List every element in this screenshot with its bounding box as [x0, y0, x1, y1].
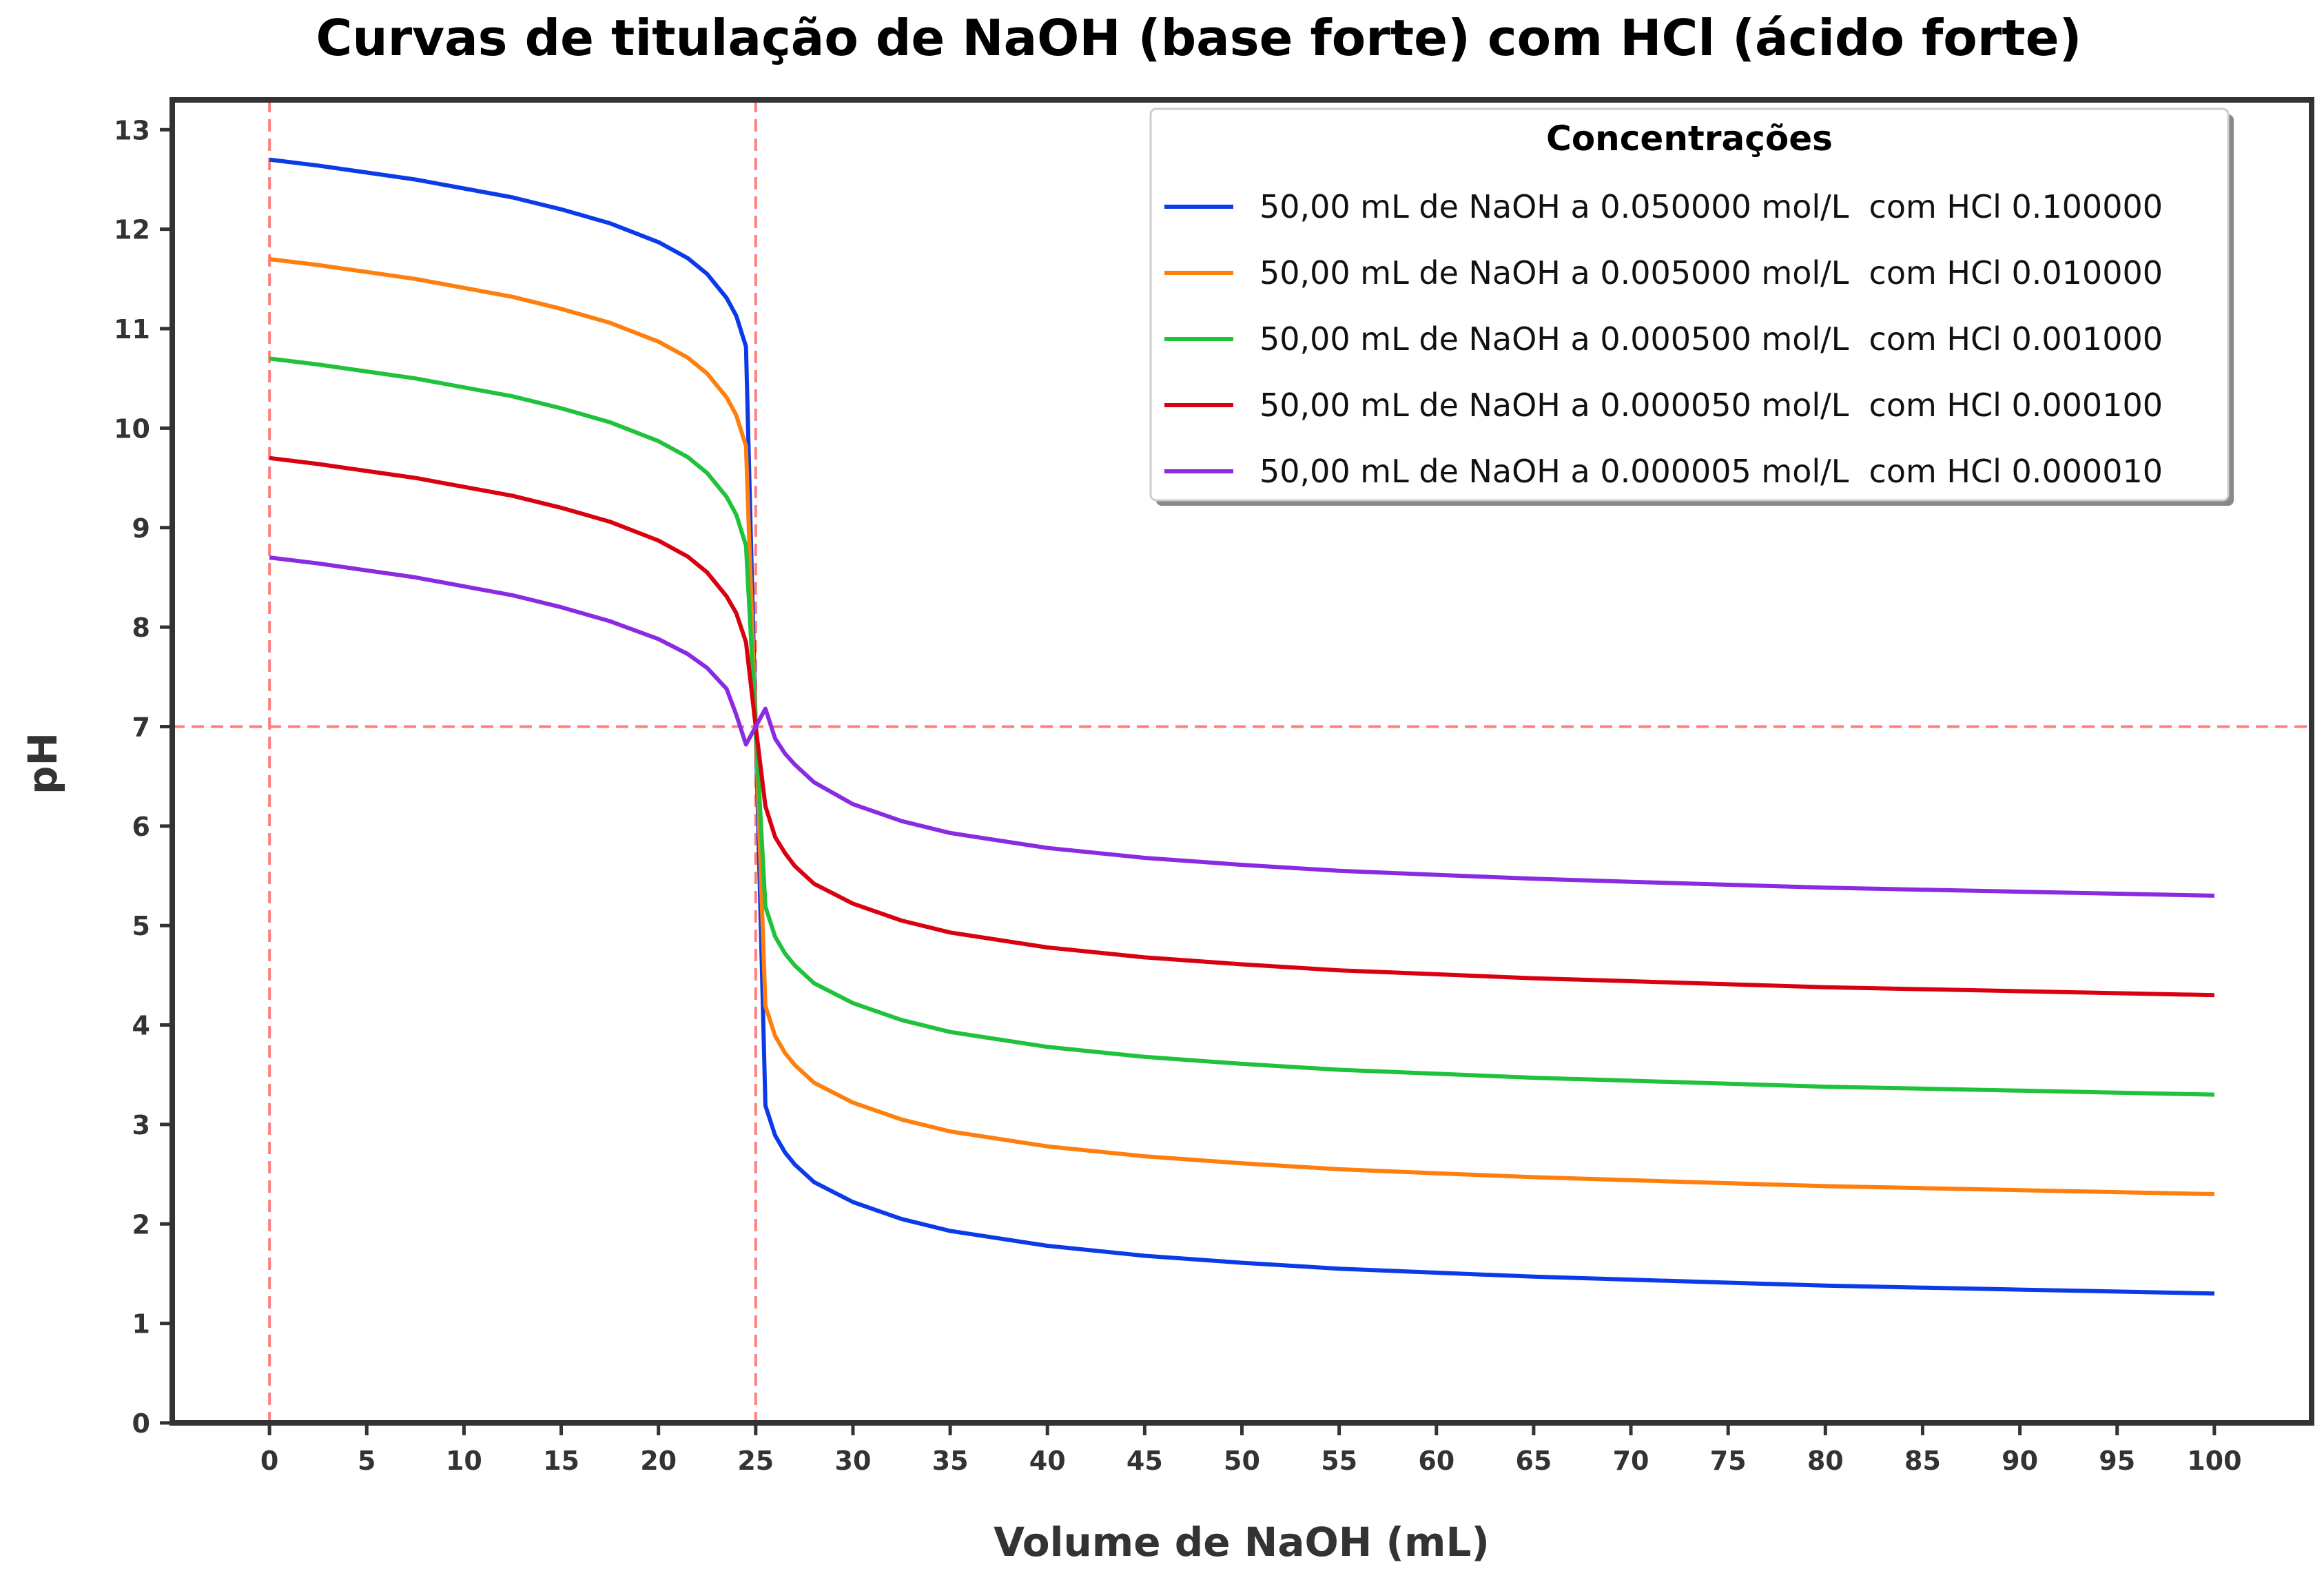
legend-label-1: 50,00 mL de NaOH a 0.050000 mol/L com HC…: [1259, 188, 2163, 225]
x-axis-ticks: 0 5 10 15 20 25 30 35 40 45 50 55 60 65 70 75 80 85 90 95 10…: [260, 1423, 2242, 1476]
y-tick-label: 10: [114, 413, 150, 444]
chart-title: Curvas de titulação de NaOH (base forte)…: [316, 9, 2082, 67]
x-tick-label: 100: [2187, 1446, 2241, 1476]
x-axis-label: Volume de NaOH (mL): [994, 1519, 1490, 1566]
legend-box: [1149, 107, 2230, 502]
legend-label-5: 50,00 mL de NaOH a 0.000005 mol/L com HC…: [1259, 453, 2163, 490]
series-line-1: [269, 157, 2214, 1296]
series-line-4: [269, 455, 2214, 998]
x-tick-label: 70: [1613, 1446, 1649, 1476]
legend: Concentrações 50,00 mL de NaOH a 0.05000…: [1149, 107, 2234, 506]
x-tick-label: 25: [737, 1446, 774, 1476]
x-tick-label: 35: [932, 1446, 969, 1476]
series-line-2: [269, 257, 2214, 1196]
x-tick-label: 40: [1029, 1446, 1066, 1476]
y-tick-label: 7: [132, 712, 150, 742]
x-tick-label: 45: [1127, 1446, 1163, 1476]
y-tick-label: 8: [132, 613, 150, 643]
legend-entries: 50,00 mL de NaOH a 0.050000 mol/L com HC…: [1164, 188, 2163, 490]
x-tick-label: 15: [543, 1446, 579, 1476]
x-tick-label: 85: [1904, 1446, 1941, 1476]
series-line-3: [269, 356, 2214, 1097]
y-tick-label: 1: [132, 1309, 150, 1340]
x-tick-label: 0: [260, 1446, 278, 1476]
x-tick-label: 75: [1710, 1446, 1747, 1476]
x-tick-label: 20: [640, 1446, 677, 1476]
y-tick-label: 2: [132, 1209, 150, 1240]
y-tick-label: 12: [114, 215, 150, 245]
y-tick-label: 13: [114, 115, 150, 145]
y-tick-label: 3: [132, 1110, 150, 1140]
x-tick-label: 80: [1807, 1446, 1844, 1476]
y-tick-label: 9: [132, 513, 150, 544]
y-tick-label: 6: [132, 812, 150, 842]
x-tick-label: 55: [1321, 1446, 1357, 1476]
legend-label-2: 50,00 mL de NaOH a 0.005000 mol/L com HC…: [1259, 254, 2163, 291]
x-tick-label: 90: [2002, 1446, 2038, 1476]
x-tick-label: 5: [358, 1446, 376, 1476]
series-lines: [269, 157, 2214, 1296]
x-tick-label: 95: [2099, 1446, 2135, 1476]
y-tick-label: 5: [132, 911, 150, 941]
x-tick-label: 60: [1418, 1446, 1454, 1476]
x-tick-label: 50: [1224, 1446, 1260, 1476]
series-line-5: [269, 555, 2214, 898]
x-tick-label: 65: [1515, 1446, 1552, 1476]
legend-label-4: 50,00 mL de NaOH a 0.000050 mol/L com HC…: [1259, 387, 2163, 424]
y-tick-label: 11: [114, 314, 150, 345]
y-axis-label: pH: [19, 732, 66, 794]
legend-label-3: 50,00 mL de NaOH a 0.000500 mol/L com HC…: [1259, 320, 2163, 358]
x-tick-label: 30: [835, 1446, 872, 1476]
x-tick-label: 10: [446, 1446, 482, 1476]
legend-title: Concentrações: [1546, 119, 1833, 158]
y-tick-label: 0: [132, 1408, 150, 1439]
y-tick-label: 4: [132, 1011, 150, 1041]
